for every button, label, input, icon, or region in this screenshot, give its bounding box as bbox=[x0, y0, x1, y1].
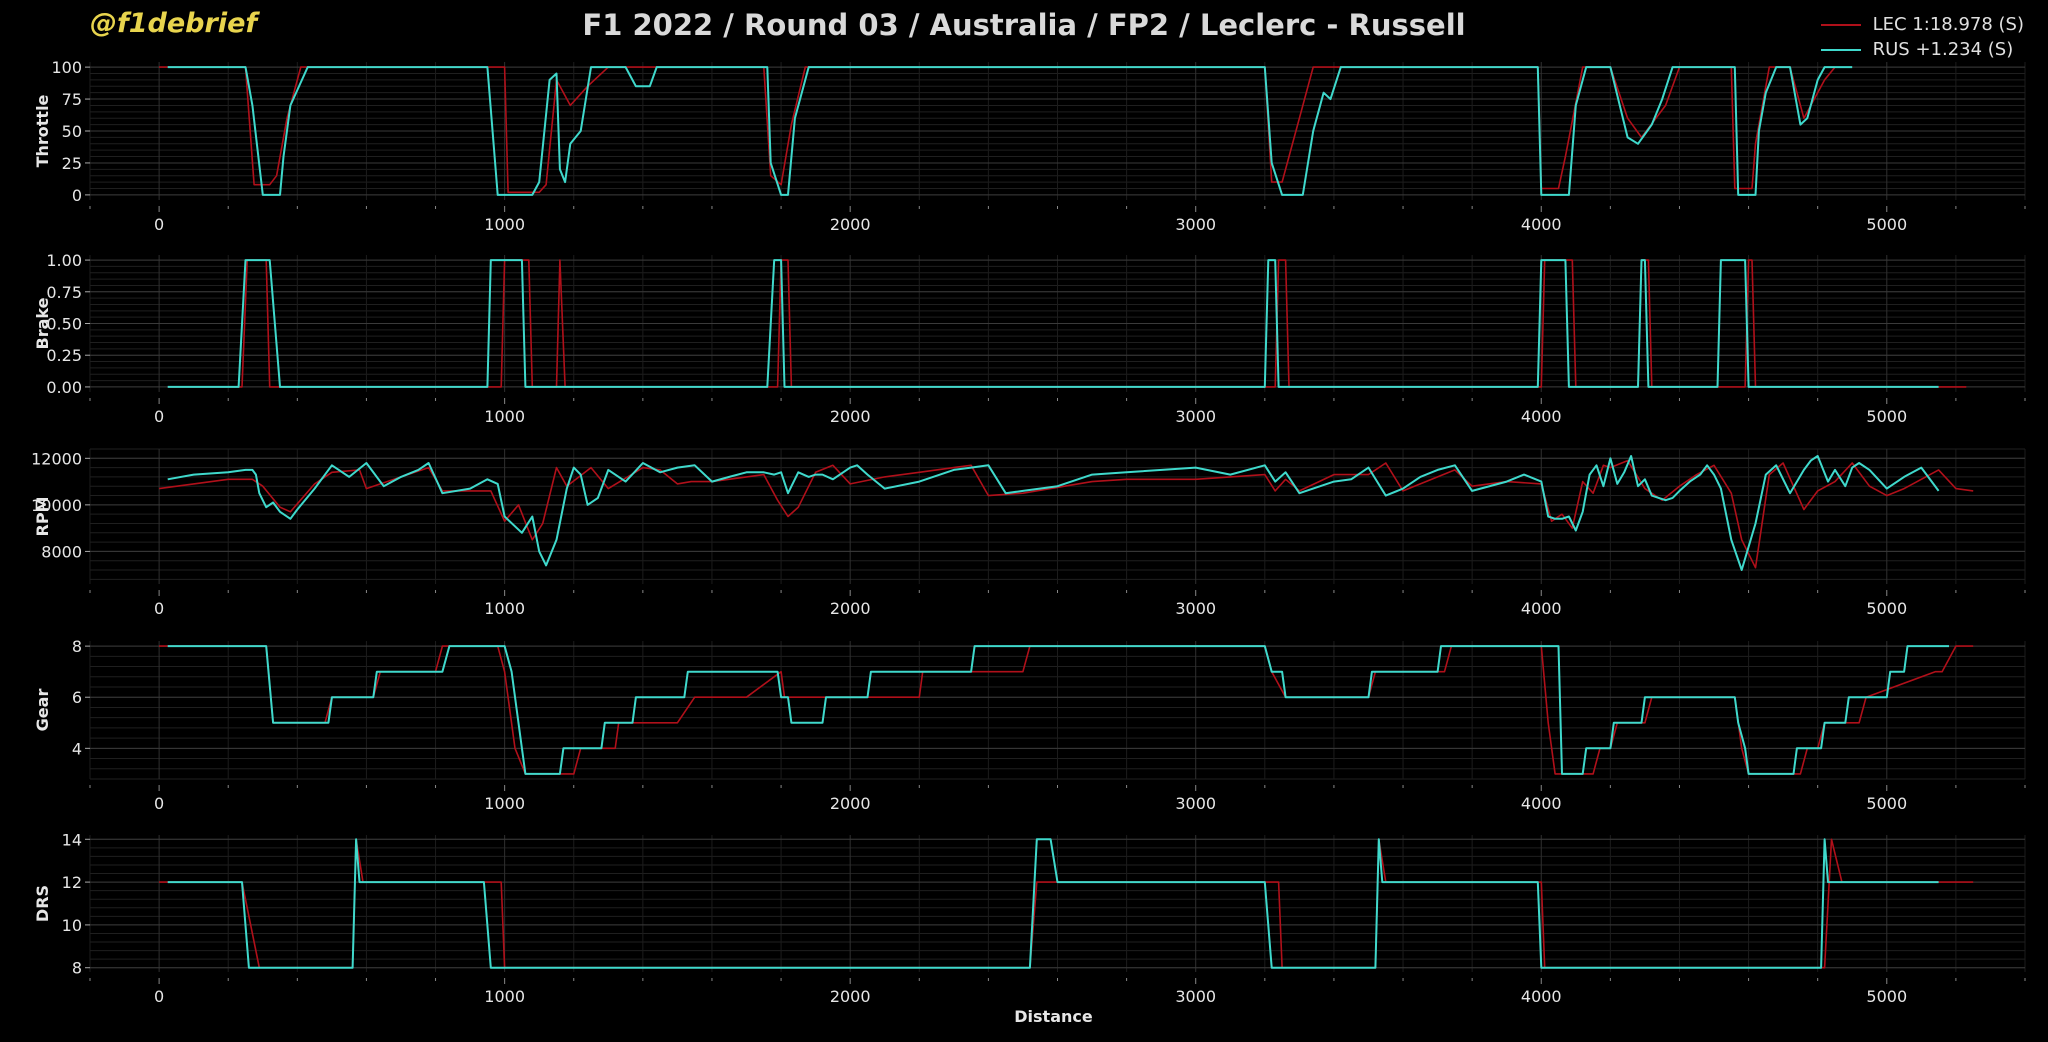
drs-series-rus bbox=[167, 838, 1939, 969]
brake-y-tick-label: 1.00 bbox=[46, 251, 82, 270]
rpm-x-tick-label: 2000 bbox=[830, 599, 871, 618]
throttle-x-tick-label: 3000 bbox=[1175, 215, 1216, 234]
rpm-x-tick-label: 5000 bbox=[1866, 599, 1907, 618]
brake-x-tick-label: 2000 bbox=[830, 407, 871, 426]
gear-x-tick-label: 2000 bbox=[830, 794, 871, 813]
watermark: @f1debrief bbox=[90, 8, 258, 39]
drs-x-tick-label: 5000 bbox=[1866, 987, 1907, 1006]
brake-y-tick-label: 0.25 bbox=[46, 346, 82, 365]
throttle-y-tick-label: 100 bbox=[51, 58, 82, 77]
brake-y-tick-label: 0.50 bbox=[46, 315, 82, 334]
throttle-x-tick-label: 5000 bbox=[1866, 215, 1907, 234]
brake-x-tick-label: 5000 bbox=[1866, 407, 1907, 426]
throttle-y-tick-label: 75 bbox=[62, 90, 82, 109]
drs-x-tick-label: 4000 bbox=[1521, 987, 1562, 1006]
drs-x-tick-label: 3000 bbox=[1175, 987, 1216, 1006]
gear-x-tick-label: 5000 bbox=[1866, 794, 1907, 813]
gear-x-tick-label: 0 bbox=[154, 794, 164, 813]
drs-x-tick-label: 1000 bbox=[484, 987, 525, 1006]
drs-x-tick-label: 0 bbox=[154, 987, 164, 1006]
drs-y-tick-label: 14 bbox=[62, 830, 82, 849]
drs-axis-label: DRS bbox=[33, 885, 52, 922]
gear-y-tick-label: 8 bbox=[72, 637, 82, 656]
rpm-x-tick-label: 3000 bbox=[1175, 599, 1216, 618]
throttle-y-tick-label: 0 bbox=[72, 186, 82, 205]
throttle-x-tick-label: 1000 bbox=[484, 215, 525, 234]
gear-series-rus bbox=[167, 645, 1949, 775]
throttle-series-rus bbox=[167, 66, 1853, 196]
drs-series-lec bbox=[159, 838, 1974, 969]
brake-x-tick-label: 1000 bbox=[484, 407, 525, 426]
gear-x-tick-label: 3000 bbox=[1175, 794, 1216, 813]
brake-axis-label: Brake bbox=[33, 297, 52, 349]
drs-y-tick-label: 10 bbox=[62, 916, 82, 935]
gear-y-tick-label: 4 bbox=[72, 739, 82, 758]
gear-x-tick-label: 1000 bbox=[484, 794, 525, 813]
legend-swatch-lec bbox=[1820, 23, 1861, 26]
chart-title: F1 2022 / Round 03 / Australia / FP2 / L… bbox=[582, 8, 1466, 42]
throttle-x-tick-label: 4000 bbox=[1521, 215, 1562, 234]
rpm-x-tick-label: 4000 bbox=[1521, 599, 1562, 618]
gear-series-lec bbox=[159, 645, 1974, 775]
rpm-y-tick-label: 10000 bbox=[31, 496, 82, 515]
drs-y-tick-label: 12 bbox=[62, 873, 82, 892]
throttle-series-lec bbox=[159, 66, 1836, 194]
gear-axis-label: Gear bbox=[33, 689, 52, 732]
brake-y-tick-label: 0.00 bbox=[46, 378, 82, 397]
throttle-x-tick-label: 0 bbox=[154, 215, 164, 234]
rpm-axis-label: RPM bbox=[33, 497, 52, 537]
legend-label-lec: LEC 1:18.978 (S) bbox=[1872, 14, 2024, 35]
drs-x-tick-label: 2000 bbox=[830, 987, 871, 1006]
rpm-y-tick-label: 8000 bbox=[41, 542, 82, 561]
rpm-y-tick-label: 12000 bbox=[31, 449, 82, 468]
throttle-axis-label: Throttle bbox=[33, 94, 52, 167]
drs-y-tick-label: 8 bbox=[72, 959, 82, 978]
gear-y-tick-label: 6 bbox=[72, 688, 82, 707]
gear-x-tick-label: 4000 bbox=[1521, 794, 1562, 813]
rpm-x-tick-label: 1000 bbox=[484, 599, 525, 618]
throttle-y-tick-label: 50 bbox=[62, 122, 82, 141]
legend-label-rus: RUS +1.234 (S) bbox=[1872, 39, 2014, 60]
brake-x-tick-label: 4000 bbox=[1521, 407, 1562, 426]
legend-item-lec: LEC 1:18.978 (S) bbox=[1820, 12, 2024, 37]
rpm-series-lec bbox=[158, 459, 1974, 569]
brake-x-tick-label: 3000 bbox=[1175, 407, 1216, 426]
legend-swatch-rus bbox=[1820, 48, 1861, 51]
legend-item-rus: RUS +1.234 (S) bbox=[1820, 37, 2024, 62]
throttle-x-tick-label: 2000 bbox=[830, 215, 871, 234]
brake-y-tick-label: 0.75 bbox=[46, 283, 82, 302]
throttle-y-tick-label: 25 bbox=[62, 154, 82, 173]
legend: LEC 1:18.978 (S) RUS +1.234 (S) bbox=[1820, 12, 2024, 62]
brake-series-rus bbox=[167, 259, 1939, 388]
x-axis-label: Distance bbox=[1014, 1007, 1093, 1026]
rpm-x-tick-label: 0 bbox=[154, 599, 164, 618]
brake-x-tick-label: 0 bbox=[154, 407, 164, 426]
rpm-series-rus bbox=[167, 455, 1940, 571]
